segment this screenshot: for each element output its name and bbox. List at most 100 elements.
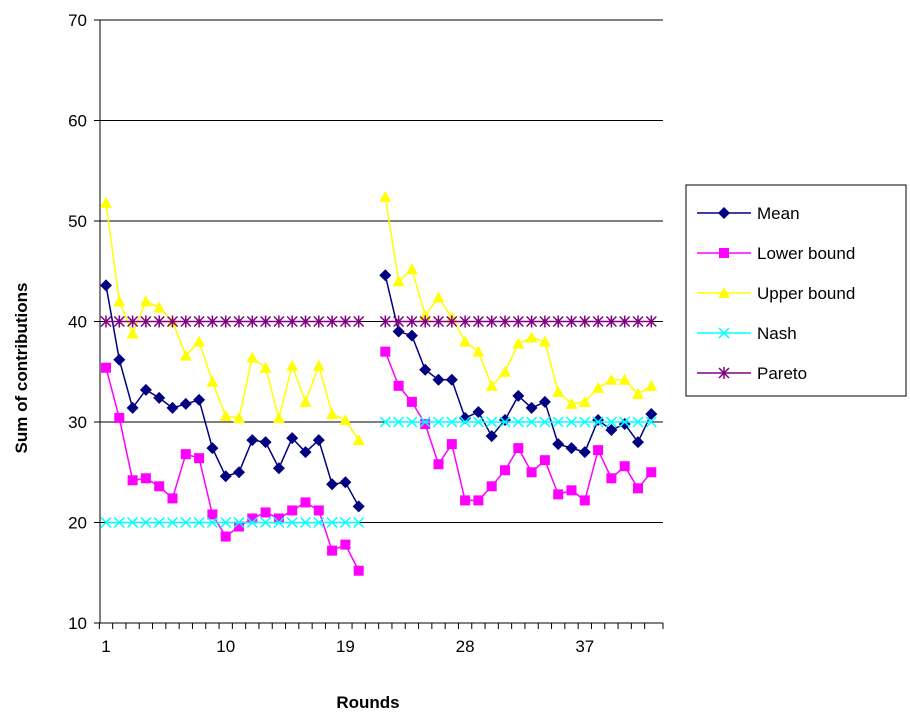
series-lower-bound-point-0-9 bbox=[220, 531, 231, 542]
series-lower-bound-point-1-13 bbox=[553, 489, 564, 500]
series-pareto-point-0-4 bbox=[153, 315, 165, 328]
series-pareto-point-0-9 bbox=[220, 315, 232, 328]
series-mean-point-0-2 bbox=[126, 401, 139, 414]
series-mean-point-1-13 bbox=[552, 438, 565, 451]
series-nash-point-0-15 bbox=[299, 516, 312, 529]
series-mean-point-1-15 bbox=[578, 446, 591, 459]
series-nash-point-1-4 bbox=[432, 416, 445, 428]
series-nash-point-0-11 bbox=[246, 516, 258, 529]
series-upper-bound-point-0-9 bbox=[219, 409, 232, 421]
series-upper-bound-point-1-4 bbox=[432, 291, 445, 303]
series-pareto-point-0-12 bbox=[260, 315, 272, 328]
legend-marker-lower-bound bbox=[719, 248, 729, 258]
series-pareto-point-1-16 bbox=[592, 315, 604, 328]
series-mean-point-0-7 bbox=[193, 393, 206, 406]
series-lower-bound-point-0-11 bbox=[247, 513, 258, 524]
series-lower-bound-point-1-16 bbox=[593, 445, 604, 456]
series-upper-bound-point-0-8 bbox=[206, 375, 219, 387]
series-pareto-point-0-11 bbox=[246, 315, 258, 328]
series-nash-point-0-3 bbox=[140, 516, 152, 529]
series-upper-bound-point-0-6 bbox=[179, 349, 192, 361]
y-tick-label-4: 50 bbox=[68, 212, 87, 231]
series-upper-bound-point-0-7 bbox=[193, 335, 206, 347]
series-lower-bound-point-0-3 bbox=[140, 473, 151, 484]
series-upper-bound-point-0-15 bbox=[299, 395, 312, 407]
series-mean-point-1-12 bbox=[538, 395, 551, 408]
series-nash-point-0-7 bbox=[193, 516, 205, 529]
series-lower-bound-point-0-16 bbox=[313, 505, 324, 516]
series-pareto-point-0-15 bbox=[299, 315, 312, 328]
series-nash-point-1-15 bbox=[579, 416, 591, 428]
series-pareto-point-1-12 bbox=[539, 315, 551, 328]
legend-marker-nash bbox=[718, 327, 730, 339]
legend-label-pareto: Pareto bbox=[757, 364, 807, 383]
series-lower-bound-point-1-6 bbox=[460, 495, 471, 506]
x-axis-title: Rounds bbox=[336, 693, 399, 712]
series-pareto-point-0-0 bbox=[100, 315, 112, 328]
series-pareto-point-0-2 bbox=[127, 315, 139, 328]
series-mean-point-0-0 bbox=[100, 279, 112, 292]
series-lower-bound-point-1-20 bbox=[646, 467, 657, 478]
series-lower-bound-point-0-8 bbox=[207, 509, 218, 520]
series-nash-point-1-8 bbox=[486, 416, 498, 428]
series-lower-bound-point-1-7 bbox=[473, 495, 484, 506]
y-tick-label-1: 20 bbox=[68, 514, 87, 533]
legend-label-mean: Mean bbox=[757, 204, 800, 223]
series-upper-bound-point-0-18 bbox=[339, 413, 352, 425]
series-pareto-point-1-7 bbox=[472, 315, 484, 328]
series-lower-bound-point-0-5 bbox=[167, 493, 178, 504]
series-mean-point-0-4 bbox=[153, 391, 166, 404]
series-upper-bound-point-0-11 bbox=[246, 351, 259, 363]
series-nash-point-1-6 bbox=[459, 416, 471, 428]
series-mean-point-1-3 bbox=[419, 363, 432, 376]
series-nash-point-0-9 bbox=[220, 516, 232, 529]
series-nash-point-0-16 bbox=[313, 516, 325, 529]
series-nash-point-1-3 bbox=[419, 416, 431, 428]
series-pareto-point-0-3 bbox=[140, 315, 152, 328]
series-upper-bound-point-0-19 bbox=[352, 434, 365, 446]
series-nash bbox=[100, 416, 657, 529]
y-tick-label-2: 30 bbox=[68, 413, 87, 432]
legend-item-pareto: Pareto bbox=[697, 364, 807, 383]
series-pareto-point-1-18 bbox=[619, 315, 631, 328]
series-nash-point-0-1 bbox=[113, 516, 125, 529]
series-nash-point-0-2 bbox=[127, 516, 139, 529]
series-upper-bound-point-1-0 bbox=[379, 190, 392, 202]
series-lower-bound-point-1-0 bbox=[380, 346, 391, 357]
series-mean-point-0-17 bbox=[326, 478, 339, 491]
series-nash-point-0-13 bbox=[273, 516, 285, 529]
series-pareto-point-0-5 bbox=[166, 315, 179, 328]
series-mean bbox=[100, 269, 658, 513]
series-mean-point-1-14 bbox=[565, 442, 578, 455]
series-mean-point-1-19 bbox=[632, 436, 644, 449]
legend-item-mean: Mean bbox=[697, 204, 800, 223]
series-upper-bound-point-0-13 bbox=[272, 411, 285, 423]
legend-marker-mean bbox=[718, 207, 730, 219]
series-lower-bound-point-1-19 bbox=[633, 483, 643, 494]
series-mean-point-1-8 bbox=[485, 430, 498, 443]
gridlines bbox=[100, 19, 663, 523]
series-mean-point-1-17 bbox=[605, 424, 618, 437]
series-nash-point-1-0 bbox=[379, 416, 391, 428]
series-upper-bound-point-0-17 bbox=[326, 407, 339, 419]
series-upper-bound-point-0-1 bbox=[113, 295, 126, 307]
series-pareto-point-0-13 bbox=[273, 315, 285, 328]
series-upper-bound-point-0-12 bbox=[259, 361, 272, 373]
series-mean-point-0-10 bbox=[233, 466, 245, 479]
series-upper-bound-point-1-18 bbox=[618, 373, 631, 385]
series-lower-bound bbox=[101, 346, 657, 576]
series-pareto-point-1-10 bbox=[512, 315, 524, 328]
series-lower-bound-point-0-13 bbox=[273, 513, 284, 524]
series-upper-bound-point-0-16 bbox=[312, 359, 325, 371]
series-upper-bound-point-1-12 bbox=[538, 335, 551, 347]
series-pareto-point-0-1 bbox=[113, 315, 125, 328]
series-pareto-point-0-16 bbox=[313, 315, 325, 328]
legend-marker-upper-bound bbox=[718, 287, 730, 298]
series-nash-point-1-1 bbox=[393, 416, 405, 428]
series-upper-bound-point-1-19 bbox=[632, 387, 644, 399]
series-lower-bound-point-0-4 bbox=[154, 481, 165, 492]
series-lower-bound-point-0-10 bbox=[234, 521, 244, 532]
series-lower-bound-point-0-6 bbox=[180, 449, 191, 460]
series-lower-bound-point-1-12 bbox=[539, 455, 550, 466]
series-upper-bound-point-0-10 bbox=[233, 411, 245, 423]
